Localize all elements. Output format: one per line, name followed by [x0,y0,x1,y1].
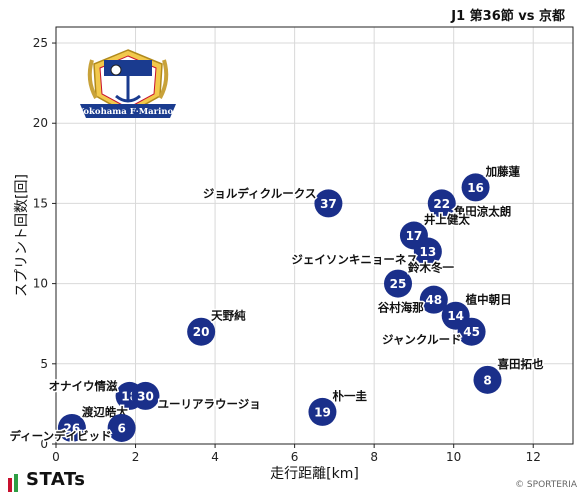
grid-lines [55,27,573,445]
y-tick-label: 5 [40,357,48,371]
brand-text: STATs [26,469,86,490]
player-number-label: 6 [117,421,125,435]
crest-ribbon-icon [80,104,176,118]
player-point-13 [413,237,442,266]
x-tick-label: 10 [446,450,461,464]
player-name-label: 谷村海那 [378,301,424,315]
player-name-label: ディーンデイビッド [9,429,111,443]
y-tick-label: 15 [33,196,48,210]
match-title: J1 第36節 vs 京都 [451,9,565,24]
player-number-label: 48 [425,293,442,307]
player-name-label: ジャンクルード [382,333,462,347]
player-number-label: 26 [64,421,81,435]
player-point-26 [57,413,86,442]
axes: 0 2 4 6 8 10 12 0 5 10 15 20 25 走行距離[km] スプリント回数[回] [14,26,574,482]
y-tick-label: 10 [33,277,48,291]
player-name-label: ユーリアラウージョ [157,397,260,411]
copyright: © SPORTERIA [515,480,577,490]
player-point-20 [187,317,216,346]
player-name-label: 井上健太 [424,213,470,227]
x-tick-label: 6 [291,450,299,464]
player-point-45 [457,317,486,346]
stats-logo-icon [8,471,20,492]
stats-brand: STATs [8,469,85,492]
player-number-label: 17 [406,229,423,243]
y-axis-label: スプリント回数[回] [14,174,30,297]
player-number-label: 37 [320,197,337,211]
player-point-37 [314,189,343,218]
player-number-label: 8 [483,373,491,387]
player-name-label: オナイウ情滋 [49,379,118,393]
player-point-6 [107,413,136,442]
player-number-label: 22 [433,197,450,211]
player-name-label: ジェイソンキニョーネス [291,253,418,267]
y-tick-label: 0 [40,437,48,451]
player-point-48 [419,285,448,314]
player-name-label: 朴一圭 [332,389,367,403]
logo-text: Yokohama F·Marinos [77,107,178,117]
player-name-label: 加藤蓮 [485,164,521,178]
plot-frame [55,26,574,445]
player-name-label: ジョルディクルークス [203,186,317,200]
player-point-22 [427,189,456,218]
player-number-label: 16 [467,181,484,195]
player-number-label: 45 [463,325,480,339]
player-number-label: 25 [390,277,407,291]
player-point-16 [461,173,490,202]
player-number-label: 13 [419,245,436,259]
player-number-label: 20 [193,325,210,339]
team-logo: Yokohama F·Marinos [77,49,178,118]
y-tick-label: 25 [33,36,48,50]
player-number-label: 19 [314,405,331,419]
player-point-8 [473,365,502,394]
player-point-19 [308,397,337,426]
x-axis-label: 走行距離[km] [270,465,359,482]
player-name-label: 植中朝日 [465,293,512,307]
player-name-label: 鈴木冬一 [408,261,454,275]
x-tick-label: 0 [52,450,60,464]
x-tick-label: 12 [526,450,541,464]
ball-icon [110,64,122,76]
x-tick-label: 4 [211,450,219,464]
player-number-label: 30 [137,389,154,403]
player-name-label: 角田涼太朗 [454,204,512,218]
player-name-label: 喜田拓也 [497,357,543,371]
x-tick-label: 8 [370,450,378,464]
x-tick-label: 2 [132,450,140,464]
player-point-30 [131,381,160,410]
player-point-25 [384,269,413,298]
y-tick-label: 20 [33,116,48,130]
player-number-label: 14 [447,309,464,323]
player-name-label: 天野純 [211,309,246,323]
